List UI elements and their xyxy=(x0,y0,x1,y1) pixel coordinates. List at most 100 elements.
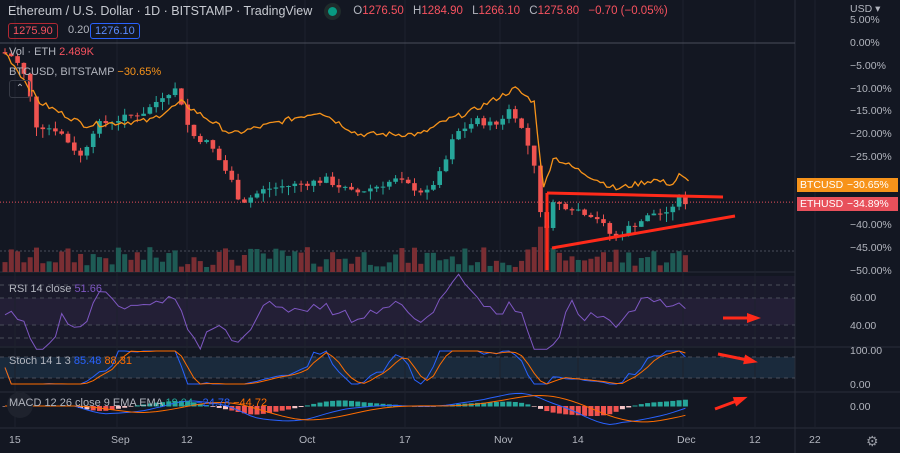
spread-value: 0.20 xyxy=(68,24,90,36)
candle-body xyxy=(576,209,581,211)
rsi-legend[interactable]: RSI 14 close 51.66 xyxy=(9,283,102,295)
rsi-tick: 60.00 xyxy=(850,292,877,304)
candle-body xyxy=(34,96,39,128)
candle-body xyxy=(664,212,669,214)
candle-body xyxy=(582,209,587,215)
macd-histogram-bar xyxy=(134,405,140,407)
macd-histogram-bar xyxy=(292,406,298,409)
time-axis-label: 14 xyxy=(572,434,584,446)
price-axis-tick: −45.00% xyxy=(850,242,892,255)
candle-body xyxy=(15,56,20,63)
macd-histogram-bar xyxy=(664,401,669,407)
candle-body xyxy=(670,206,676,213)
candle-body xyxy=(412,183,417,191)
candle-body xyxy=(248,197,253,203)
candle-body xyxy=(462,128,468,132)
volume-bar xyxy=(632,265,638,272)
ohlc-values: O1276.50 H1284.90 L1266.10 C1275.80 −0.7… xyxy=(353,5,668,17)
volume-bar xyxy=(27,257,33,272)
macd-histogram-bar xyxy=(160,402,165,407)
macd-histogram-bar xyxy=(128,406,134,407)
macd-histogram-bar xyxy=(544,406,550,412)
candle-body xyxy=(210,140,216,149)
volume-bar xyxy=(399,248,405,272)
candle-body xyxy=(122,114,127,121)
volume-legend[interactable]: Vol · ETH 2.489K xyxy=(9,46,95,58)
volume-bar xyxy=(34,247,39,272)
macd-histogram-bar xyxy=(651,402,657,407)
volume-bar xyxy=(349,263,354,272)
candle-body xyxy=(172,88,178,96)
candle-body xyxy=(179,88,184,105)
macd-histogram-bar xyxy=(556,406,562,414)
macd-histogram-bar xyxy=(563,406,569,415)
volume-bar xyxy=(216,251,222,272)
buy-price-button[interactable]: 1276.10 xyxy=(90,23,140,39)
volume-bar xyxy=(645,257,651,272)
candle-body xyxy=(594,217,600,220)
symbol-title[interactable]: Ethereum / U.S. Dollar · 1D · BITSTAMP ·… xyxy=(8,4,313,18)
volume-bar xyxy=(342,258,348,272)
candle-body xyxy=(374,186,379,189)
macd-histogram-bar xyxy=(342,400,348,407)
candle-body xyxy=(418,190,424,193)
volume-bar xyxy=(386,262,392,272)
candle-body xyxy=(330,176,335,186)
macd-histogram-bar xyxy=(538,406,543,409)
time-axis-label: Sep xyxy=(111,434,130,446)
candle-body xyxy=(223,160,228,171)
volume-bar xyxy=(223,248,228,272)
candle-body xyxy=(229,170,235,180)
volume-bar xyxy=(59,251,65,272)
gear-icon[interactable]: ⚙ xyxy=(866,433,879,449)
macd-tick: 0.00 xyxy=(850,401,871,413)
macd-histogram-bar xyxy=(235,406,241,412)
macd-histogram-bar xyxy=(109,406,115,410)
candle-body xyxy=(405,179,411,184)
volume-bar xyxy=(103,258,109,272)
candle-body xyxy=(191,124,197,137)
volume-bar xyxy=(393,254,399,272)
stoch-legend[interactable]: Stoch 14 1 3 85.48 88.31 xyxy=(9,355,132,367)
candle-body xyxy=(569,209,575,211)
volume-bar xyxy=(90,254,96,272)
volume-bar xyxy=(437,260,443,272)
candle-body xyxy=(53,128,58,132)
volume-bar xyxy=(569,256,575,272)
rsi-line xyxy=(4,273,686,351)
macd-histogram-bar xyxy=(632,405,638,407)
candle-body xyxy=(607,223,613,234)
time-axis-label: Dec xyxy=(677,434,696,446)
macd-histogram-bar xyxy=(645,403,651,407)
sell-price-button[interactable]: 1275.90 xyxy=(8,23,58,39)
candle-body xyxy=(399,178,405,180)
macd-histogram-bar xyxy=(613,406,619,412)
macd-histogram-bar xyxy=(550,406,556,413)
candle-body xyxy=(424,189,430,193)
volume-bar xyxy=(286,255,291,272)
macd-histogram-bar xyxy=(355,401,361,407)
macd-legend[interactable]: MACD 12 26 close 9 EMA EMA 19.04 −24.78 … xyxy=(9,397,268,409)
volume-bar xyxy=(443,259,449,272)
macd-histogram-bar xyxy=(657,401,663,407)
candle-body xyxy=(160,98,165,102)
volume-bar xyxy=(147,247,153,272)
candle-body xyxy=(563,203,568,210)
compare-legend[interactable]: BTCUSD, BITSTAMP −30.65% xyxy=(9,66,162,78)
volume-bar xyxy=(664,262,669,272)
volume-bar xyxy=(405,262,411,272)
chevron-up-icon[interactable]: ⌃ xyxy=(9,80,31,98)
volume-bar xyxy=(468,265,474,272)
macd-histogram-bar xyxy=(323,401,329,407)
macd-signal-line xyxy=(5,394,686,423)
macd-histogram-bar xyxy=(512,401,518,407)
macd-histogram-bar xyxy=(298,406,304,408)
macd-histogram-bar xyxy=(367,402,373,407)
volume-bar xyxy=(575,259,581,272)
volume-bar xyxy=(122,254,128,272)
time-axis-label: Nov xyxy=(494,434,513,446)
candle-body xyxy=(317,180,323,183)
macd-histogram-bar xyxy=(374,403,380,407)
currency-dropdown[interactable]: USD ▾ xyxy=(850,3,881,15)
